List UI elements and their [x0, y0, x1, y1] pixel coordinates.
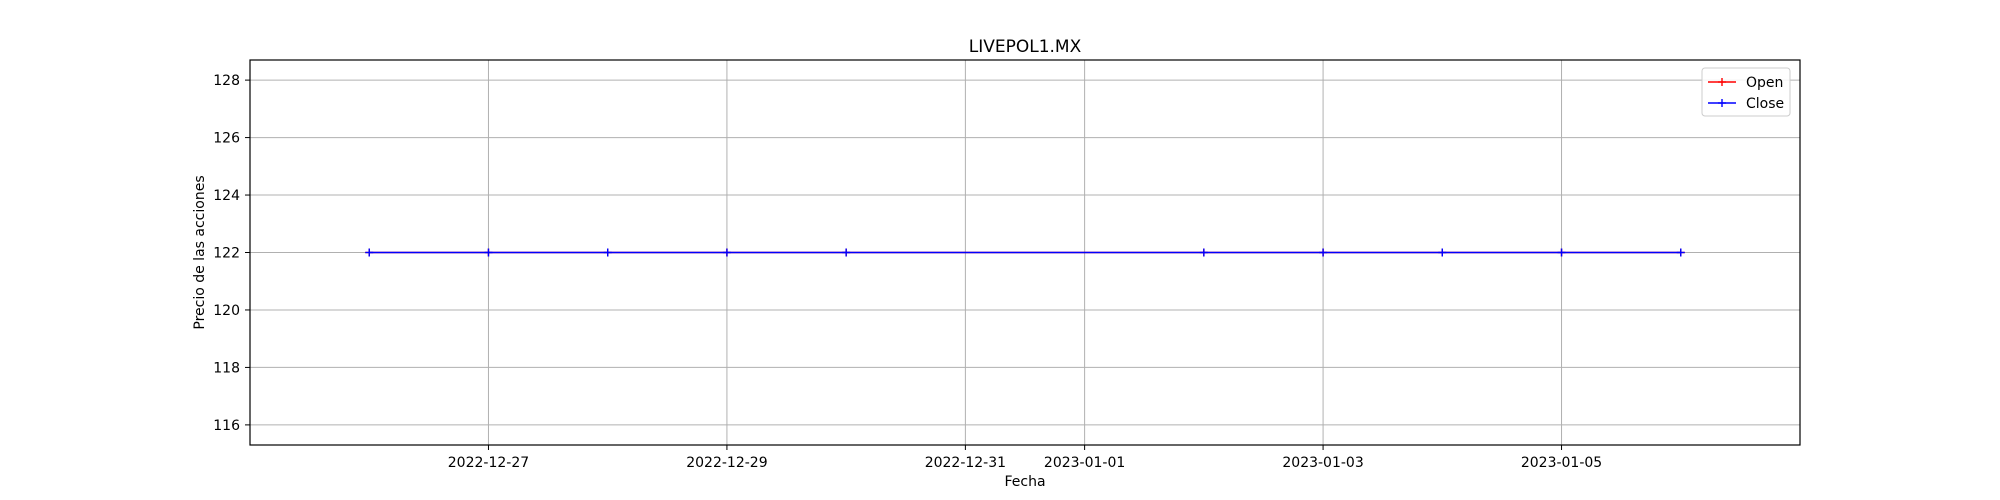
y-tick-label: 126	[213, 131, 240, 147]
data-point-close	[1438, 248, 1447, 257]
y-axis-label: Precio de las acciones	[192, 175, 208, 329]
data-point-close	[484, 248, 493, 257]
data-point-close	[1676, 248, 1685, 257]
x-tick-label: 2023-01-05	[1521, 455, 1602, 471]
legend-label-open: Open	[1746, 75, 1783, 91]
legend-box	[1701, 67, 1791, 117]
data-point-close	[1319, 248, 1328, 257]
data-point-close	[365, 248, 374, 257]
y-tick-label: 128	[213, 73, 240, 89]
series-layer	[365, 248, 1685, 257]
data-point-close	[603, 248, 612, 257]
x-tick-label: 2022-12-27	[448, 455, 529, 471]
data-point-close	[722, 248, 731, 257]
legend: Open Close	[1701, 67, 1791, 117]
legend-label-close: Close	[1746, 96, 1784, 112]
x-tick-label: 2022-12-29	[686, 455, 767, 471]
x-axis-label: Fecha	[1004, 474, 1045, 490]
data-point-close	[1199, 248, 1208, 257]
legend-marker-close	[1718, 99, 1726, 107]
chart-title: LIVEPOL1.MX	[969, 37, 1082, 57]
axis-ticks: 2022-12-27 2022-12-29 2022-12-31 2023-01-01…	[213, 73, 1602, 471]
data-point-close	[842, 248, 851, 257]
y-tick-label: 116	[213, 418, 240, 434]
y-tick-label: 118	[213, 360, 240, 376]
legend-marker-open	[1718, 78, 1726, 86]
x-tick-label: 2023-01-03	[1282, 455, 1363, 471]
legend-entries: Open Close	[1708, 75, 1784, 112]
y-tick-label: 120	[213, 303, 240, 319]
y-tick-label: 122	[213, 246, 240, 262]
x-tick-label: 2023-01-01	[1044, 455, 1125, 471]
y-tick-label: 124	[213, 188, 240, 204]
data-point-close	[1557, 248, 1566, 257]
x-tick-label: 2022-12-31	[925, 455, 1006, 471]
